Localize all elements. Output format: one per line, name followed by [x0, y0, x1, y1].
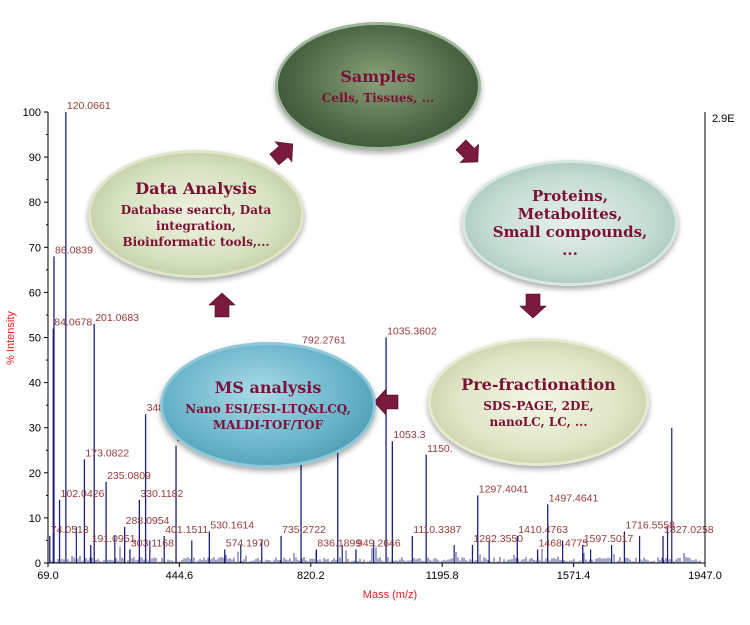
max-intensity-label: 2.9E [712, 113, 735, 125]
y-tick-label: 90 [29, 152, 41, 164]
proteins-line-2: Small compounds, [492, 223, 648, 241]
y-tick-label: 80 [29, 197, 41, 209]
ms-line-0: Nano ESI/ESI-LTQ&LCQ, [185, 401, 351, 416]
peak-label: 86.0839 [55, 244, 93, 256]
peak-label: 102.0426 [61, 488, 105, 500]
peak-label: 530.1614 [210, 519, 254, 531]
samples-title: Samples [340, 66, 416, 86]
peak-label: 173.0822 [85, 447, 129, 459]
x-tick-label: 1571.4 [557, 570, 591, 582]
peak-label: 1468.4775 [539, 537, 589, 549]
peak-label: 1827.0258 [664, 524, 714, 536]
peak-label: 1716.5558 [625, 519, 675, 531]
x-tick-label: 69.0 [37, 570, 58, 582]
x-tick-label: 444.6 [166, 570, 194, 582]
peak-label: 401.1511 [165, 524, 208, 536]
peak-label: 1053.3 [393, 429, 425, 441]
peak-label: 1497.4641 [549, 492, 599, 504]
x-tick-label: 1195.8 [426, 570, 459, 582]
samples-line-0: Cells, Tissues, ... [321, 90, 435, 105]
proteins-node: Proteins, Metabolites, Small compounds, … [462, 160, 678, 286]
prefrac-line-0: SDS-PAGE, 2DE, [483, 398, 594, 413]
samples-node: Samples Cells, Tissues, ... [275, 22, 481, 150]
y-tick-label: 70 [29, 242, 41, 254]
ms-analysis-node: MS analysis Nano ESI/ESI-LTQ&LCQ, MALDI-… [160, 342, 376, 468]
data-title: Data Analysis [135, 178, 257, 198]
data-line-0: Database search, Data [120, 202, 272, 217]
peak-label: 74.0513 [51, 524, 89, 536]
y-tick-label: 0 [35, 558, 41, 570]
data-line-1: integration, [156, 218, 236, 233]
y-tick-label: 40 [29, 378, 41, 390]
peak-label: 191.0951 [92, 533, 136, 545]
peak-label: 1282.3550 [473, 533, 523, 545]
arrow-ms-to-data [208, 292, 236, 318]
peak-label: 1150. [427, 443, 453, 455]
x-tick-label: 1947.0 [688, 570, 722, 582]
x-tick-label: 820.2 [297, 570, 325, 582]
y-tick-label: 60 [29, 287, 41, 299]
prefrac-title: Pre-fractionation [461, 374, 616, 394]
peak-label: 201.0683 [95, 312, 139, 324]
y-tick-label: 10 [29, 513, 41, 525]
arrow-data-to-samples [269, 141, 294, 166]
peak-label: 574.1970 [226, 537, 270, 549]
peak-label: 348 [147, 402, 165, 414]
peak-label: 1110.3387 [413, 524, 461, 536]
y-tick-label: 100 [23, 107, 41, 119]
peak-label: 120.0661 [67, 100, 111, 112]
peak-label: 836.1899 [317, 537, 361, 549]
peak-label: 288.0954 [126, 515, 170, 527]
peak-label: 235.0809 [107, 470, 151, 482]
peak-label: 84.0678 [54, 316, 92, 328]
ms-title: MS analysis [214, 377, 322, 397]
peak-label: 949.2646 [357, 537, 401, 549]
peak-label: 735.2722 [282, 524, 326, 536]
arrow-samples-to-proteins [455, 139, 479, 163]
peak-label: 330.1182 [140, 488, 183, 500]
y-axis-label: % Intensity [5, 311, 17, 365]
peak-label: 303.1168 [131, 537, 174, 549]
ms-line-1: MALDI-TOF/TOF [212, 417, 324, 432]
peak-label: 1410.4763 [518, 524, 568, 536]
arrow-proteins-to-prefrac [519, 293, 547, 319]
y-tick-label: 30 [29, 423, 41, 435]
prefrac-line-1: nanoLC, LC, ... [489, 414, 588, 429]
data-analysis-node: Data Analysis Database search, Data inte… [88, 150, 304, 278]
arrow-prefrac-to-ms [373, 388, 399, 416]
proteins-line-0: Proteins, [532, 187, 608, 205]
peak-label: 1297.4041 [479, 483, 529, 495]
x-axis-label: Mass (m/z) [363, 589, 417, 601]
prefractionation-node: Pre-fractionation SDS-PAGE, 2DE, nanoLC,… [428, 338, 649, 466]
peak-label: 1597.5017 [584, 533, 634, 545]
y-tick-label: 20 [29, 468, 41, 480]
y-tick-label: 50 [29, 333, 41, 345]
proteins-line-1: Metabolites, [517, 205, 623, 223]
proteins-line-3: ... [562, 241, 578, 259]
peak-label: 792.2761 [302, 335, 346, 347]
peak-label: 1035.3602 [387, 326, 437, 338]
data-line-2: Bioinformatic tools,... [122, 234, 270, 249]
